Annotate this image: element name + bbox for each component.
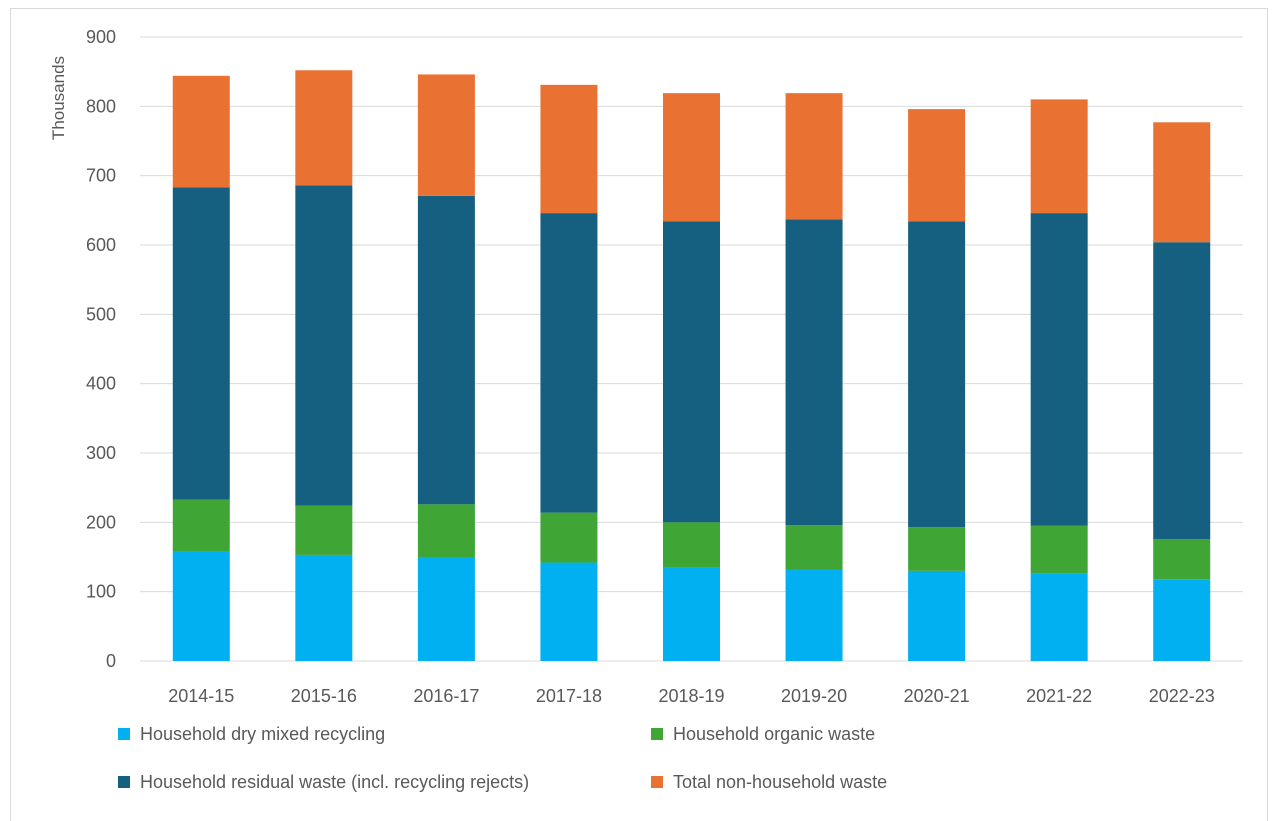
- legend-item: Total non-household waste: [651, 770, 887, 794]
- legend-swatch: [118, 728, 130, 740]
- x-axis-ticks: 2014-15 2015-16 2016-17 2017-18 2018-19 2019-…: [168, 686, 1215, 706]
- bar-segment-1-2022-23: [1153, 579, 1210, 661]
- bar-segment-2-2018-19: [663, 522, 720, 567]
- y-tick-label: 900: [86, 27, 116, 47]
- bar-segment-2-2014-15: [173, 499, 230, 551]
- legend-swatch: [651, 728, 663, 740]
- bar-segment-2-2022-23: [1153, 539, 1210, 579]
- y-tick-label: 300: [86, 443, 116, 463]
- bar-segment-1-2018-19: [663, 567, 720, 661]
- x-tick-label: 2015-16: [291, 686, 357, 706]
- legend-label: Household dry mixed recycling: [140, 724, 385, 745]
- bar-segment-3-2015-16: [295, 185, 352, 505]
- y-tick-label: 400: [86, 374, 116, 394]
- bar-segment-2-2017-18: [540, 513, 597, 563]
- y-tick-label: 100: [86, 582, 116, 602]
- y-tick-label: 600: [86, 235, 116, 255]
- bar-segment-4-2018-19: [663, 93, 720, 221]
- bar-segment-4-2019-20: [786, 93, 843, 219]
- bar-segment-2-2020-21: [908, 527, 965, 571]
- bar-segment-4-2021-22: [1031, 99, 1088, 213]
- legend-swatch: [651, 776, 663, 788]
- y-axis-ticks: 0 100 200 300 400 500 600 700 800 900: [86, 27, 116, 671]
- x-tick-label: 2019-20: [781, 686, 847, 706]
- x-tick-label: 2021-22: [1026, 686, 1092, 706]
- bar-segment-1-2021-22: [1031, 574, 1088, 661]
- bar-segment-4-2016-17: [418, 74, 475, 195]
- bar-segment-1-2019-20: [786, 569, 843, 661]
- bar-segment-1-2014-15: [173, 551, 230, 661]
- legend-label: Household residual waste (incl. recyclin…: [140, 772, 529, 793]
- bar-segment-3-2021-22: [1031, 213, 1088, 526]
- y-tick-label: 800: [86, 96, 116, 116]
- bar-segment-2-2015-16: [295, 506, 352, 555]
- bar-segment-1-2020-21: [908, 571, 965, 661]
- y-tick-label: 700: [86, 166, 116, 186]
- bar-segment-2-2016-17: [418, 504, 475, 557]
- bar-segment-4-2014-15: [173, 76, 230, 188]
- y-axis-title: Thousands: [49, 56, 68, 140]
- bar-segment-1-2015-16: [295, 555, 352, 661]
- bar-segment-3-2017-18: [540, 213, 597, 513]
- bar-segment-2-2021-22: [1031, 526, 1088, 574]
- y-tick-label: 0: [106, 651, 116, 671]
- bar-segment-4-2015-16: [295, 70, 352, 185]
- x-tick-label: 2017-18: [536, 686, 602, 706]
- bar-segment-3-2014-15: [173, 187, 230, 499]
- bar-segment-4-2022-23: [1153, 122, 1210, 242]
- legend-item: Household residual waste (incl. recyclin…: [118, 770, 529, 794]
- x-tick-label: 2018-19: [658, 686, 724, 706]
- legend-label: Household organic waste: [673, 724, 875, 745]
- legend-swatch: [118, 776, 130, 788]
- x-tick-label: 2014-15: [168, 686, 234, 706]
- legend-item: Household organic waste: [651, 722, 875, 746]
- bar-segment-3-2018-19: [663, 221, 720, 522]
- bar-segment-3-2019-20: [786, 219, 843, 525]
- x-tick-label: 2022-23: [1149, 686, 1215, 706]
- bar-segment-4-2020-21: [908, 109, 965, 221]
- bar-segment-2-2019-20: [786, 525, 843, 569]
- bar-segment-1-2016-17: [418, 557, 475, 661]
- bars: [173, 70, 1210, 661]
- y-tick-label: 500: [86, 304, 116, 324]
- bar-segment-3-2016-17: [418, 196, 475, 505]
- x-tick-label: 2020-21: [904, 686, 970, 706]
- bar-segment-3-2020-21: [908, 221, 965, 527]
- bar-segment-1-2017-18: [540, 563, 597, 661]
- x-tick-label: 2016-17: [413, 686, 479, 706]
- legend-item: Household dry mixed recycling: [118, 722, 385, 746]
- legend-label: Total non-household waste: [673, 772, 887, 793]
- bar-segment-3-2022-23: [1153, 242, 1210, 539]
- bar-segment-4-2017-18: [540, 85, 597, 213]
- y-tick-label: 200: [86, 512, 116, 532]
